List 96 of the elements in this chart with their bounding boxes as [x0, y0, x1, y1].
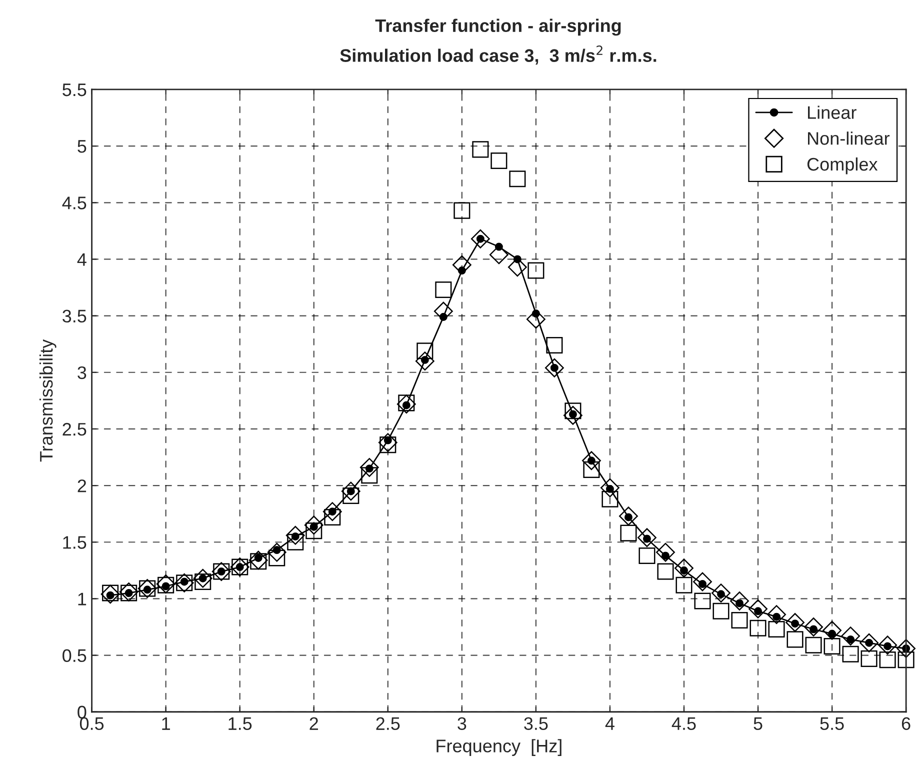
y-tick-label: 1.5: [63, 536, 86, 549]
point: [452, 255, 472, 274]
point: [822, 620, 842, 640]
y-tick-label: 4.5: [62, 196, 86, 210]
point: [693, 572, 712, 592]
point: [731, 612, 748, 628]
point: [750, 620, 766, 636]
point: [194, 573, 212, 590]
point: [472, 141, 489, 158]
point: [287, 534, 304, 550]
legend-label: Complex: [807, 157, 878, 174]
point: [415, 352, 434, 371]
point: [767, 605, 786, 624]
point: [879, 652, 896, 668]
point: [878, 636, 898, 655]
point: [620, 524, 637, 542]
point: [360, 458, 379, 477]
point: [564, 402, 582, 420]
point: [304, 516, 324, 535]
point: [860, 633, 879, 652]
point: [898, 652, 914, 668]
point: [454, 202, 470, 219]
point: [896, 639, 916, 658]
point: [842, 646, 859, 662]
x-tick-label: 2.5: [376, 717, 400, 730]
point: [657, 563, 674, 580]
point: [341, 482, 360, 501]
x-tick-label: 6: [902, 717, 910, 730]
legend-label: Linear: [808, 106, 856, 119]
point: [805, 636, 822, 654]
point: [656, 542, 675, 562]
x-tick-label: 4.5: [672, 717, 696, 730]
point: [342, 487, 360, 504]
point: [638, 547, 656, 564]
point: [546, 336, 563, 354]
point: [602, 490, 618, 508]
x-tick-label: 1: [162, 717, 170, 730]
point: [841, 626, 860, 646]
point: [306, 522, 322, 540]
x-tick-label: 4: [605, 717, 614, 730]
point: [361, 467, 378, 484]
x-tick-label: 5.5: [820, 717, 844, 730]
point: [267, 542, 286, 562]
point: [324, 508, 341, 526]
point: [435, 282, 452, 298]
point: [768, 620, 785, 638]
y-tick-label: 1: [78, 592, 86, 606]
point: [712, 602, 730, 620]
point: [563, 406, 582, 425]
point: [434, 302, 453, 321]
point: [730, 592, 749, 610]
point: [378, 433, 398, 452]
x-tick-label: 3: [458, 717, 466, 730]
point: [786, 613, 804, 632]
point: [509, 170, 526, 188]
x-axis-title: Frequency [Hz]: [436, 739, 562, 756]
y-tick-label: 0.5: [62, 649, 86, 662]
y-tick-label: 5.5: [62, 84, 86, 96]
point: [638, 528, 656, 548]
point: [676, 576, 692, 594]
point: [528, 262, 544, 279]
point: [600, 478, 620, 498]
y-tick-label: 2: [78, 479, 86, 492]
y-tick-label: 0: [78, 706, 86, 719]
y-tick-label: 3: [78, 366, 86, 380]
y-tick-label: 5: [78, 140, 86, 153]
x-tick-label: 2: [310, 717, 318, 730]
x-tick-label: 5: [754, 717, 762, 730]
point: [694, 592, 711, 610]
y-axis-title: Transmissibility: [39, 339, 56, 462]
point: [490, 152, 508, 170]
chart-title: Transfer function - air-spring: [375, 18, 621, 36]
legend-label: Non-linear: [808, 132, 890, 145]
point: [786, 631, 804, 648]
point: [748, 599, 768, 618]
point: [322, 502, 342, 522]
point: [380, 436, 396, 454]
point: [674, 558, 694, 578]
y-tick-label: 3.5: [62, 310, 86, 323]
x-tick-label: 1.5: [228, 717, 252, 730]
y-tick-label: 4: [77, 253, 86, 266]
point: [824, 638, 840, 654]
point: [470, 229, 490, 248]
point: [804, 618, 823, 636]
point: [583, 461, 600, 478]
point: [268, 550, 286, 566]
point: [619, 506, 638, 526]
x-tick-label: 3.5: [524, 717, 548, 730]
point: [526, 310, 546, 329]
point: [416, 342, 434, 360]
point: [860, 650, 878, 667]
point: [286, 526, 305, 545]
point: [582, 451, 601, 470]
y-tick-label: 2.5: [62, 422, 86, 436]
point: [712, 584, 730, 603]
chart-subtitle: Simulation load case 3, 3 m/s$^{2}$ r.m.s.: [340, 46, 656, 65]
